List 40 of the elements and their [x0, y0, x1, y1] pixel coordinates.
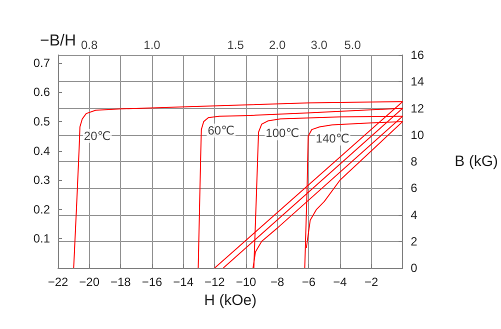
y2-axis-title: −B/H — [40, 32, 76, 50]
y-tick-label: 12 — [410, 101, 424, 116]
y2-tick-label: 0.1 — [33, 232, 50, 246]
text: 0.8 — [80, 38, 98, 52]
x-tick-label: −14 — [173, 275, 194, 289]
y-tick-label: 0 — [410, 261, 418, 275]
y-tick-label: 8 — [410, 154, 418, 168]
y-tick-label: 6 — [410, 181, 418, 196]
text: 3.0 — [310, 38, 328, 52]
x-axis-title: H (kOe) — [204, 292, 257, 309]
x-tick-label: −6 — [302, 275, 316, 289]
annotation: 20℃ — [84, 128, 111, 143]
y2-tick-label: 0.4 — [33, 144, 50, 158]
annotation: 140℃ — [316, 132, 350, 146]
text: 1.5 — [227, 38, 244, 52]
y2-tick-label: 0.5 — [33, 114, 50, 129]
x-tick-label: −8 — [270, 275, 284, 289]
text: 5.0 — [344, 38, 362, 52]
y-tick-label: 14 — [410, 74, 424, 89]
y-tick-label: 16 — [410, 48, 424, 62]
y2-tick-label: 0.7 — [33, 56, 50, 70]
annotation: 100℃ — [266, 126, 300, 140]
y2-tick-label: 0.2 — [33, 202, 50, 216]
y-tick-label: 10 — [410, 128, 424, 142]
annotation: 60℃ — [208, 124, 235, 138]
x-tick-label: −22 — [48, 275, 68, 289]
x-tick-label: −10 — [236, 275, 257, 289]
y2-tick-label: 0.6 — [33, 85, 50, 100]
y-axis-title: B (kG) — [454, 153, 498, 170]
y-tick-label: 2 — [410, 234, 418, 248]
x-tick-label: −4 — [333, 275, 348, 289]
x-tick-label: −2 — [364, 275, 378, 289]
y-tick-label: 4 — [410, 208, 418, 222]
text: 1.0 — [144, 38, 161, 52]
y2-tick-label: 0.3 — [33, 173, 50, 188]
x-tick-label: −12 — [204, 275, 226, 289]
x-tick-label: −16 — [142, 275, 163, 289]
x-tick-label: −20 — [79, 275, 100, 289]
text: 2.0 — [268, 38, 286, 52]
x-tick-label: −18 — [110, 275, 132, 289]
